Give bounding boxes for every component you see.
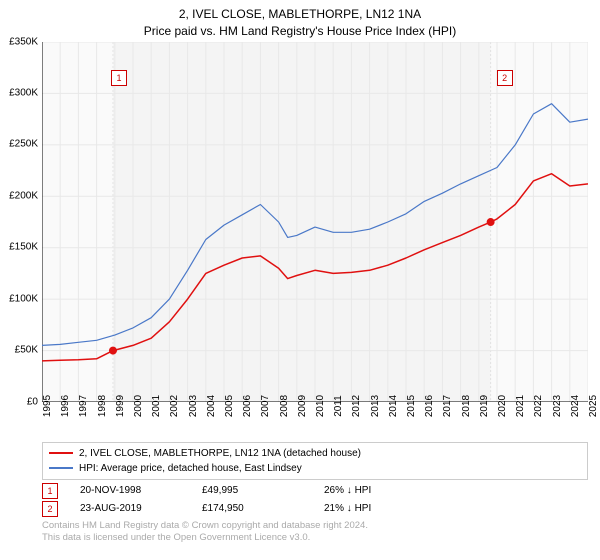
y-tick-label: £250K bbox=[9, 139, 38, 150]
title-area: 2, IVEL CLOSE, MABLETHORPE, LN12 1NA Pri… bbox=[0, 0, 600, 42]
credits-line-1: Contains HM Land Registry data © Crown c… bbox=[42, 520, 588, 533]
x-tick-label: 2011 bbox=[333, 395, 344, 417]
marker-badge: 2 bbox=[42, 501, 58, 517]
marker-badge: 1 bbox=[42, 483, 58, 499]
y-tick-label: £300K bbox=[9, 88, 38, 99]
x-tick-label: 2002 bbox=[169, 394, 180, 416]
x-tick-label: 2023 bbox=[552, 394, 563, 416]
x-tick-label: 2010 bbox=[315, 394, 326, 416]
x-tick-label: 1999 bbox=[115, 394, 126, 416]
x-tick-label: 2024 bbox=[570, 394, 581, 416]
chart-marker-badge: 2 bbox=[497, 70, 513, 86]
marker-price: £49,995 bbox=[202, 482, 302, 500]
x-tick-label: 2001 bbox=[151, 394, 162, 416]
marker-table-row: 2 23-AUG-2019 £174,950 21% ↓ HPI bbox=[42, 500, 588, 518]
chart-plot-area: £0£50K£100K£150K£200K£250K£300K£350K 12 bbox=[42, 42, 588, 402]
marker-pct: 26% ↓ HPI bbox=[324, 482, 424, 500]
marker-date: 23-AUG-2019 bbox=[80, 500, 180, 518]
credits: Contains HM Land Registry data © Crown c… bbox=[42, 520, 588, 546]
y-tick-label: £150K bbox=[9, 242, 38, 253]
x-tick-label: 2015 bbox=[406, 394, 417, 416]
x-tick-label: 1996 bbox=[60, 394, 71, 416]
legend-item: 2, IVEL CLOSE, MABLETHORPE, LN12 1NA (de… bbox=[49, 446, 581, 461]
marker-price: £174,950 bbox=[202, 500, 302, 518]
x-tick-label: 2017 bbox=[442, 394, 453, 416]
x-tick-label: 1998 bbox=[97, 394, 108, 416]
title-line-1: 2, IVEL CLOSE, MABLETHORPE, LN12 1NA bbox=[0, 6, 600, 23]
title-line-2: Price paid vs. HM Land Registry's House … bbox=[0, 23, 600, 40]
marker-table-row: 1 20-NOV-1998 £49,995 26% ↓ HPI bbox=[42, 482, 588, 500]
legend-line-swatch bbox=[49, 467, 73, 469]
x-tick-label: 2019 bbox=[479, 394, 490, 416]
x-tick-label: 2016 bbox=[424, 394, 435, 416]
x-tick-label: 2013 bbox=[370, 394, 381, 416]
chart-svg bbox=[42, 42, 588, 402]
marker-pct: 21% ↓ HPI bbox=[324, 500, 424, 518]
legend-box: 2, IVEL CLOSE, MABLETHORPE, LN12 1NA (de… bbox=[42, 442, 588, 480]
x-tick-label: 2009 bbox=[297, 394, 308, 416]
x-tick-label: 2003 bbox=[188, 394, 199, 416]
chart-container: 2, IVEL CLOSE, MABLETHORPE, LN12 1NA Pri… bbox=[0, 0, 600, 560]
x-tick-label: 1995 bbox=[42, 394, 53, 416]
x-axis-labels: 1995199619971998199920002001200220032004… bbox=[42, 402, 588, 438]
x-tick-label: 2008 bbox=[279, 394, 290, 416]
legend-item: HPI: Average price, detached house, East… bbox=[49, 461, 581, 476]
y-tick-label: £350K bbox=[9, 36, 38, 47]
y-tick-label: £50K bbox=[15, 345, 38, 356]
y-tick-label: £100K bbox=[9, 293, 38, 304]
legend-line-swatch bbox=[49, 452, 73, 454]
y-tick-label: £0 bbox=[27, 396, 38, 407]
x-tick-label: 2021 bbox=[515, 394, 526, 416]
legend-label: HPI: Average price, detached house, East… bbox=[79, 461, 302, 476]
x-tick-label: 2006 bbox=[242, 394, 253, 416]
credits-line-2: This data is licensed under the Open Gov… bbox=[42, 532, 588, 545]
chart-marker-badge: 1 bbox=[111, 70, 127, 86]
x-tick-label: 2012 bbox=[351, 394, 362, 416]
x-tick-label: 2007 bbox=[260, 394, 271, 416]
marker-table: 1 20-NOV-1998 £49,995 26% ↓ HPI 2 23-AUG-2019… bbox=[42, 482, 588, 518]
x-tick-label: 2004 bbox=[206, 394, 217, 416]
x-tick-label: 2005 bbox=[224, 394, 235, 416]
y-tick-label: £200K bbox=[9, 190, 38, 201]
x-tick-label: 2000 bbox=[133, 394, 144, 416]
marker-date: 20-NOV-1998 bbox=[80, 482, 180, 500]
x-tick-label: 2022 bbox=[533, 394, 544, 416]
x-tick-label: 2020 bbox=[497, 394, 508, 416]
x-tick-label: 1997 bbox=[78, 394, 89, 416]
x-tick-label: 2025 bbox=[588, 394, 599, 416]
x-tick-label: 2018 bbox=[461, 394, 472, 416]
x-tick-label: 2014 bbox=[388, 394, 399, 416]
legend-label: 2, IVEL CLOSE, MABLETHORPE, LN12 1NA (de… bbox=[79, 446, 361, 461]
